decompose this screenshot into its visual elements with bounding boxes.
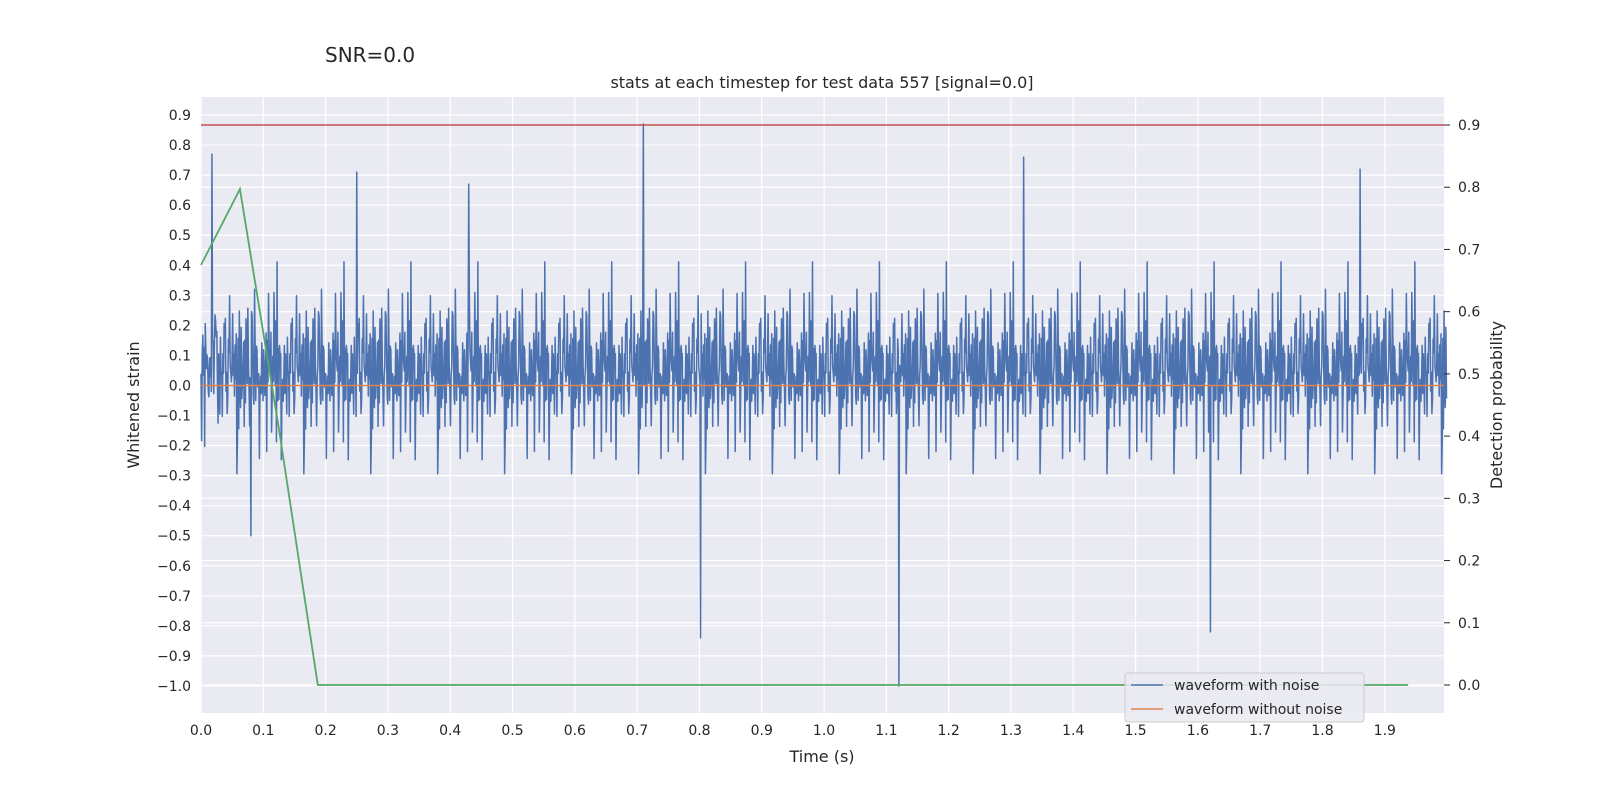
y-tick-label-left: 0.5: [169, 228, 191, 244]
x-tick-label: 1.9: [1374, 723, 1396, 739]
y-axis-label-right: Detection probability: [1487, 321, 1506, 489]
x-tick-label: 1.7: [1249, 723, 1271, 739]
series-waveform-with-noise: [200, 123, 1448, 687]
y-tick-label-left: 0.8: [169, 138, 191, 154]
y-tick-label-left: −0.6: [157, 559, 191, 575]
y-tick-label-left: 0.0: [169, 378, 191, 394]
x-tick-label: 1.8: [1311, 723, 1333, 739]
x-tick-label: 0.5: [501, 723, 523, 739]
x-tick-label: 0.3: [377, 723, 399, 739]
ticks: 0.0 0.1 0.2 0.3 0.4 0.5 0.6 0.7 0.8 0.9 1.0 1.1 1.2 1…: [157, 108, 1480, 739]
y-tick-label-left: −0.7: [157, 589, 191, 605]
y-tick-label-right: 0.2: [1458, 554, 1480, 570]
x-tick-label: 0.1: [252, 723, 274, 739]
y-tick-label-right: 0.7: [1458, 242, 1480, 258]
x-tick-label: 1.2: [938, 723, 960, 739]
y-tick-label-left: −0.5: [157, 529, 191, 545]
x-tick-label: 0.2: [314, 723, 336, 739]
y-tick-label-left: 0.3: [169, 288, 191, 304]
x-tick-label: 0.4: [439, 723, 461, 739]
x-tick-label: 0.6: [564, 723, 586, 739]
chart-title: stats at each timestep for test data 557…: [610, 73, 1033, 92]
legend-label-noisy: waveform with noise: [1174, 678, 1319, 694]
x-tick-label: 1.0: [813, 723, 835, 739]
y-tick-label-left: 0.2: [169, 318, 191, 334]
y-tick-label-left: −0.9: [157, 649, 191, 665]
y-tick-label-left: −0.4: [157, 499, 191, 515]
legend: waveform with noise waveform without noi…: [1124, 672, 1365, 723]
y-tick-label-left: −0.8: [157, 619, 191, 635]
x-tick-label: 0.9: [751, 723, 773, 739]
y-tick-label-left: 0.4: [169, 258, 191, 274]
x-tick-label: 0.0: [190, 723, 212, 739]
y-tick-label-right: 0.1: [1458, 616, 1480, 632]
legend-label-clean: waveform without noise: [1174, 702, 1342, 718]
y-tick-label-right: 0.6: [1458, 305, 1480, 321]
y-tick-label-right: 0.9: [1458, 118, 1480, 134]
y-tick-label-left: 0.6: [169, 198, 191, 214]
x-tick-label: 1.3: [1000, 723, 1022, 739]
y-axis-label-left: Whitened strain: [124, 341, 143, 468]
series: [200, 123, 1448, 687]
legend-box: [1124, 672, 1365, 723]
y-tick-label-left: −0.3: [157, 469, 191, 485]
y-tick-label-left: −0.2: [157, 439, 191, 455]
y-tick-label-left: 0.1: [169, 348, 191, 364]
y-tick-label-right: 0.3: [1458, 491, 1480, 507]
suptitle: SNR=0.0: [325, 43, 415, 67]
x-tick-label: 1.1: [875, 723, 897, 739]
x-tick-label: 1.6: [1187, 723, 1209, 739]
y-tick-label-left: 0.9: [169, 108, 191, 124]
x-tick-label: 0.8: [688, 723, 710, 739]
y-tick-label-left: −0.1: [157, 409, 191, 425]
y-tick-label-right: 0.0: [1458, 678, 1480, 694]
x-tick-label: 0.7: [626, 723, 648, 739]
x-axis-label: Time (s): [788, 747, 854, 766]
y-tick-label-right: 0.5: [1458, 367, 1480, 383]
series-detection-probability: [200, 186, 1409, 686]
y-tick-label-right: 0.4: [1458, 429, 1480, 445]
x-tick-label: 1.5: [1124, 723, 1146, 739]
y-tick-label-right: 0.8: [1458, 180, 1480, 196]
y-tick-label-left: −1.0: [157, 679, 191, 695]
x-tick-label: 1.4: [1062, 723, 1084, 739]
y-tick-label-left: 0.7: [169, 168, 191, 184]
